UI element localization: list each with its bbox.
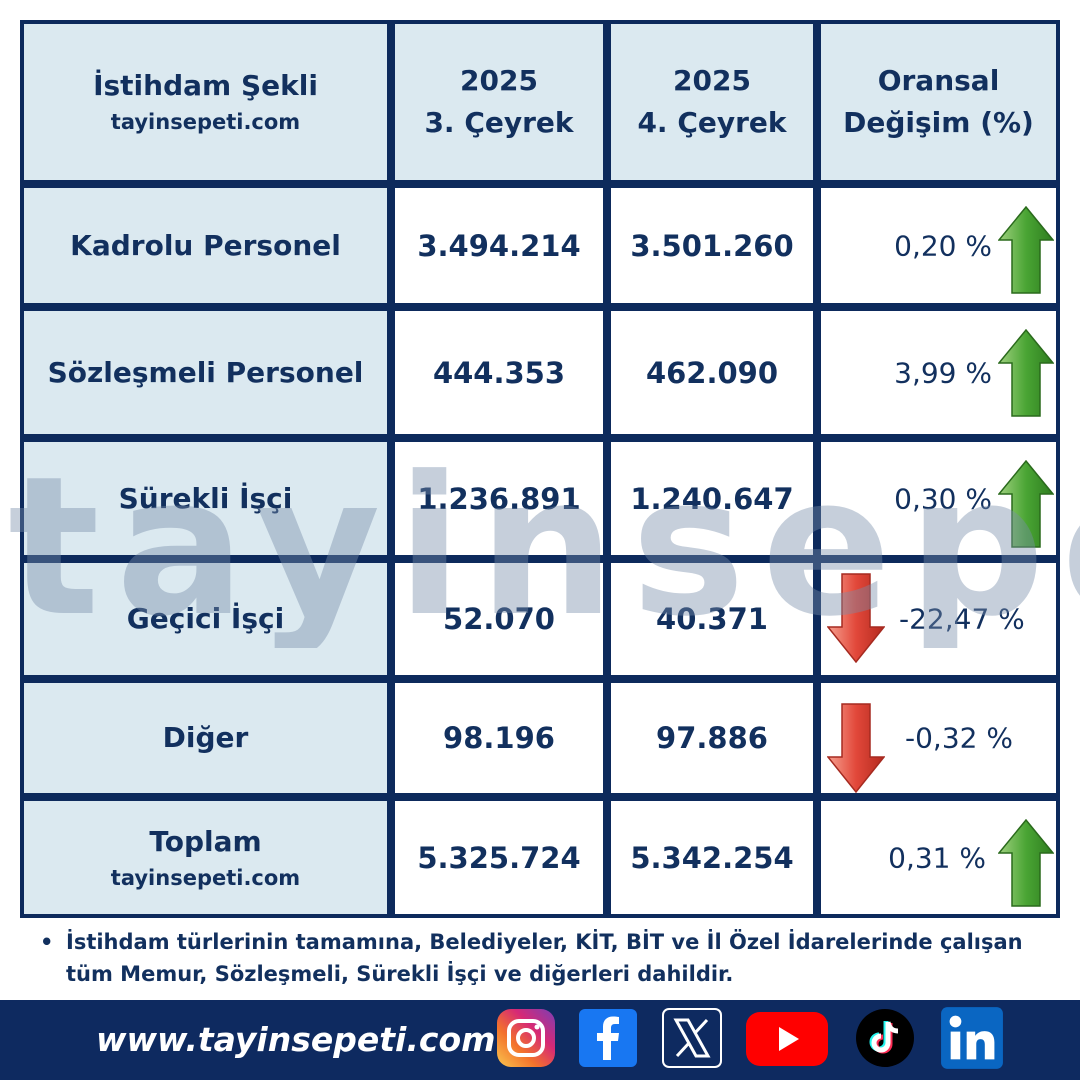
linkedin-icon[interactable] [940, 1006, 1004, 1070]
arrow-up-icon [998, 329, 1054, 417]
row-change: 3,99 % [821, 311, 1056, 434]
instagram-icon[interactable] [496, 1008, 556, 1068]
footer-bar: www.tayinsepeti.com [0, 1000, 1080, 1080]
row-change: 0,30 % [821, 442, 1056, 555]
row-q3-text: 98.196 [443, 721, 555, 755]
row-label: Toplam tayinsepeti.com [24, 801, 387, 914]
row-change-text: 0,31 % [888, 841, 986, 874]
row-q3-text: 5.325.724 [417, 840, 581, 875]
row-q3-text: 3.494.214 [417, 228, 581, 263]
row-q4-value: 3.501.260 [611, 188, 813, 303]
footnote: • İstihdam türlerinin tamamına, Belediye… [40, 926, 1060, 990]
row-q4-text: 3.501.260 [630, 228, 794, 263]
row-q4-value: 97.886 [611, 683, 813, 793]
row-change-text: 0,30 % [894, 482, 992, 515]
row-change: -0,32 % [821, 683, 1056, 793]
row-q4-value: 5.342.254 [611, 801, 813, 914]
employment-table: İstihdam Şekli tayinsepeti.com 2025 3. Ç… [20, 20, 1060, 918]
row-label-text: Geçici İşçi [126, 602, 285, 635]
row-q3-value: 52.070 [395, 563, 603, 675]
header-change-line1: Oransal [877, 64, 1000, 97]
row-label: Sürekli İşçi [24, 442, 387, 555]
row-change-text: -22,47 % [899, 602, 1025, 636]
row-q3-text: 52.070 [443, 602, 555, 636]
row-change: 0,31 % [821, 801, 1056, 914]
row-q4-text: 97.886 [656, 721, 768, 755]
arrow-down-icon [827, 573, 885, 663]
row-q4-value: 1.240.647 [611, 442, 813, 555]
row-q3-value: 3.494.214 [395, 188, 603, 303]
header-q3-quarter: 3. Çeyrek [424, 106, 574, 139]
footnote-bullet: • [40, 930, 54, 954]
row-label-text: Diğer [162, 721, 249, 754]
row-change-text: -0,32 % [905, 721, 1013, 755]
header-change: Oransal Değişim (%) [821, 24, 1056, 180]
facebook-icon[interactable] [578, 1008, 638, 1068]
header-q4: 2025 4. Çeyrek [611, 24, 813, 180]
arrow-up-icon [998, 460, 1054, 548]
row-change: -22,47 % [821, 563, 1056, 675]
row-q3-value: 444.353 [395, 311, 603, 434]
row-q4-value: 462.090 [611, 311, 813, 434]
header-employment-type: İstihdam Şekli tayinsepeti.com [24, 24, 387, 180]
row-q4-text: 40.371 [656, 602, 768, 636]
header-change-line2: Değişim (%) [843, 106, 1034, 139]
header-employment-type-site: tayinsepeti.com [110, 110, 301, 135]
row-label: Diğer [24, 683, 387, 793]
row-label-text: Sürekli İşçi [118, 481, 293, 515]
row-change-text: 0,20 % [894, 229, 992, 262]
header-employment-type-title: İstihdam Şekli [93, 69, 318, 103]
footnote-text: İstihdam türlerinin tamamına, Belediyele… [66, 930, 1023, 986]
header-q3: 2025 3. Çeyrek [395, 24, 603, 180]
row-label-text: Sözleşmeli Personel [47, 355, 364, 389]
row-label: Geçici İşçi [24, 563, 387, 675]
row-q3-value: 1.236.891 [395, 442, 603, 555]
row-label-text: Toplam [149, 824, 262, 858]
youtube-icon[interactable] [745, 1008, 829, 1068]
row-q4-text: 1.240.647 [630, 481, 794, 516]
arrow-up-icon [998, 819, 1054, 907]
header-q4-year: 2025 [673, 64, 751, 97]
tiktok-icon[interactable] [855, 1008, 915, 1068]
row-q4-text: 5.342.254 [630, 840, 794, 875]
row-q3-value: 5.325.724 [395, 801, 603, 914]
row-q3-text: 444.353 [432, 355, 566, 390]
row-change-text: 3,99 % [894, 356, 992, 389]
arrow-up-icon [998, 206, 1054, 294]
row-label-site: tayinsepeti.com [110, 865, 301, 890]
website-link[interactable]: www.tayinsepeti.com [96, 1020, 496, 1059]
header-q4-quarter: 4. Çeyrek [637, 106, 787, 139]
row-q4-value: 40.371 [611, 563, 813, 675]
arrow-down-icon [827, 703, 885, 793]
row-label: Sözleşmeli Personel [24, 311, 387, 434]
row-q3-text: 1.236.891 [417, 481, 581, 516]
row-q4-text: 462.090 [645, 355, 779, 390]
header-q3-year: 2025 [460, 64, 538, 97]
row-label-text: Kadrolu Personel [70, 228, 341, 262]
x-icon[interactable] [662, 1008, 722, 1068]
row-label: Kadrolu Personel [24, 188, 387, 303]
row-q3-value: 98.196 [395, 683, 603, 793]
row-change: 0,20 % [821, 188, 1056, 303]
